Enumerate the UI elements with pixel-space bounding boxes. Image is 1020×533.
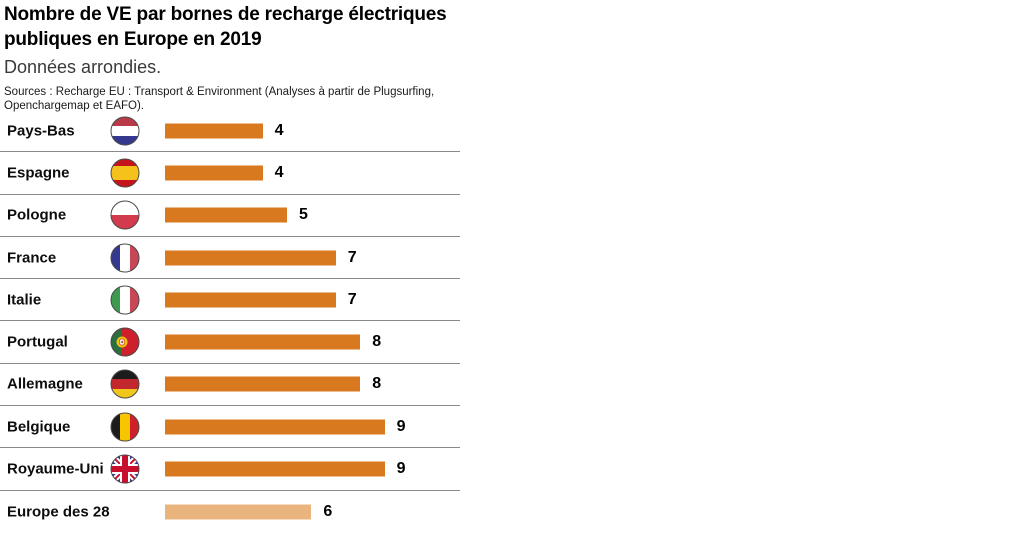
germany-flag-icon [110, 369, 140, 399]
value-label: 9 [396, 417, 406, 435]
chart-sources-line1: Sources : Recharge EU : Transport & Envi… [4, 86, 435, 98]
value-label: 4 [274, 163, 284, 181]
value-bar [165, 419, 385, 435]
value-label: 5 [299, 206, 308, 224]
netherlands-flag-icon [110, 116, 140, 146]
country-label: Belgique [7, 418, 71, 436]
country-label: Pays-Bas [7, 122, 75, 140]
value-bar [165, 250, 336, 266]
chart-row-france: France 7 [0, 237, 460, 280]
chart-title-line1: Nombre de VE par bornes de recharge élec… [4, 4, 447, 25]
chart-row-royaume-uni: Royaume-Uni 9 [0, 448, 460, 491]
chart-row-italie: Italie 7 [0, 279, 460, 322]
country-label: Royaume-Uni [7, 460, 104, 478]
chart-row-allemagne: Allemagne 8 [0, 364, 460, 407]
chart-subtitle: Données arrondies. [4, 57, 162, 77]
value-label: 8 [372, 333, 382, 351]
portugal-flag-icon [110, 327, 140, 357]
bar-chart: Pays-Bas 4 Espagne [0, 110, 460, 533]
spain-flag-icon [110, 158, 140, 188]
belgium-flag-icon [110, 412, 140, 442]
chart-row-belgique: Belgique 9 [0, 406, 460, 449]
country-label: Portugal [7, 333, 68, 351]
chart-row-pays-bas: Pays-Bas 4 [0, 110, 460, 153]
value-bar [165, 461, 385, 477]
italy-flag-icon [110, 285, 140, 315]
poland-flag-icon [110, 200, 140, 230]
united-kingdom-flag-icon [110, 454, 140, 484]
value-bar [165, 123, 263, 139]
value-label: 7 [347, 290, 357, 308]
chart-row-pologne: Pologne 5 [0, 195, 460, 237]
chart-row-europe-des-28: Europe des 28 6 [0, 491, 460, 533]
value-label: 6 [323, 502, 333, 520]
chart-row-espagne: Espagne 4 [0, 152, 460, 195]
value-label: 4 [274, 121, 284, 139]
france-flag-icon [110, 243, 140, 273]
country-label: Pologne [7, 206, 67, 224]
value-label: 7 [347, 248, 357, 266]
chart-title: Nombre de VE par bornes de recharge élec… [4, 2, 524, 52]
value-bar-highlight [165, 504, 312, 520]
chart-sources-line2: Openchargemap et EAFO). [4, 99, 144, 112]
country-label: Espagne [7, 164, 70, 182]
value-bar [165, 207, 287, 223]
country-label: Allemagne [7, 375, 83, 393]
chart-header: Nombre de VE par bornes de recharge élec… [4, 2, 524, 113]
chart-row-portugal: Portugal 8 [0, 321, 460, 364]
value-label: 9 [396, 460, 406, 478]
country-label: Italie [7, 291, 42, 309]
chart-title-line2: publiques en Europe en 2019 [4, 29, 262, 50]
country-label: Europe des 28 [7, 503, 110, 521]
country-label: France [7, 249, 57, 267]
value-bar [165, 376, 361, 392]
value-bar [165, 292, 336, 308]
value-bar [165, 165, 263, 181]
value-bar [165, 334, 361, 350]
value-label: 8 [372, 375, 382, 393]
chart-sources: Sources : Recharge EU : Transport & Envi… [4, 86, 524, 113]
